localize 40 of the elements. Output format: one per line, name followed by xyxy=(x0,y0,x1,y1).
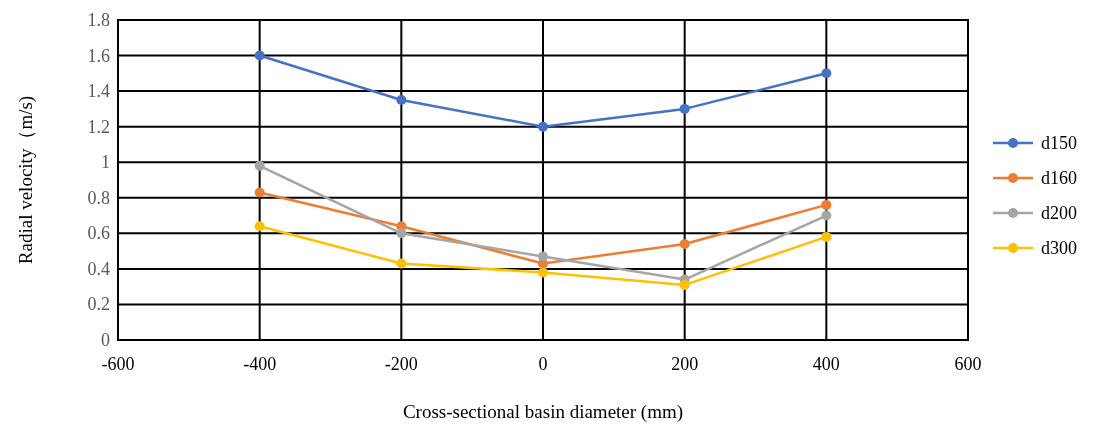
point xyxy=(254,160,265,171)
point xyxy=(254,50,265,61)
point xyxy=(679,103,690,114)
x-tick-label: 0 xyxy=(538,354,548,374)
point xyxy=(821,199,832,210)
legend-label: d300 xyxy=(1041,238,1077,258)
x-axis-title: Cross-sectional basin diameter (mm) xyxy=(402,401,684,423)
y-tick-label: 1 xyxy=(101,152,110,173)
point xyxy=(821,210,832,221)
x-tick-label: 400 xyxy=(812,354,840,374)
y-tick-label: 0.8 xyxy=(87,187,110,208)
point xyxy=(821,68,832,79)
y-tick-label: 1.6 xyxy=(87,45,110,66)
point xyxy=(538,251,548,262)
y-tick-label: 0 xyxy=(101,330,110,350)
point xyxy=(821,231,832,242)
point xyxy=(396,258,407,269)
x-tick-label: 200 xyxy=(671,354,699,374)
x-tick-label: -600 xyxy=(101,354,135,374)
point xyxy=(538,267,548,278)
x-tick-label: -200 xyxy=(384,354,418,374)
y-axis-title: Radial velocity（m/s) xyxy=(15,95,37,265)
legend-label: d200 xyxy=(1041,203,1077,223)
y-tick-label: 0.4 xyxy=(87,258,110,279)
x-tick-label: -400 xyxy=(243,354,277,374)
point xyxy=(254,221,265,232)
legend-label: d160 xyxy=(1041,168,1077,188)
point xyxy=(679,239,690,249)
x-tick-label: 600 xyxy=(954,354,982,374)
y-tick-label: 1.8 xyxy=(87,10,110,30)
y-tick-label: 1.2 xyxy=(87,116,110,137)
legend-label: d150 xyxy=(1041,133,1077,153)
point xyxy=(679,279,690,290)
y-tick-label: 1.4 xyxy=(87,81,110,102)
y-tick-label: 0.2 xyxy=(87,294,110,315)
y-tick-label: 0.6 xyxy=(87,223,110,244)
point xyxy=(396,95,407,105)
point xyxy=(254,187,265,198)
point xyxy=(538,121,548,132)
point xyxy=(396,228,407,239)
